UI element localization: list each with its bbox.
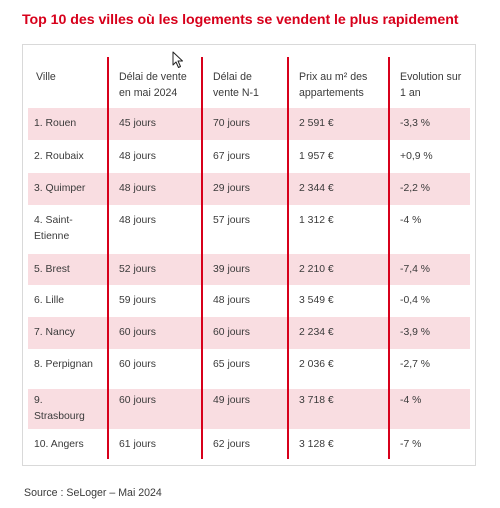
cell-delay-prev: 62 jours bbox=[213, 439, 250, 450]
data-table: Ville Délai de vente en mai 2024 Délai d… bbox=[22, 44, 476, 466]
cell-evolution: -2,2 % bbox=[400, 183, 431, 194]
header-delay-prev: Délai de vente N-1 bbox=[213, 71, 259, 99]
cell-city: 4. Saint- bbox=[34, 215, 73, 226]
cell-city: 7. Nancy bbox=[34, 327, 76, 338]
cell-city: 6. Lille bbox=[34, 295, 65, 306]
cell-city: Etienne bbox=[34, 231, 70, 242]
column-divider bbox=[287, 57, 289, 459]
cell-city: 5. Brest bbox=[34, 264, 70, 275]
cell-price: 1 312 € bbox=[299, 215, 334, 226]
table-row: 3. Quimper 48 jours 29 jours 2 344 € -2,2 % bbox=[28, 173, 470, 205]
cell-delay-may: 48 jours bbox=[119, 215, 156, 226]
table-row: 8. Perpignan 60 jours 65 jours 2 036 € -2,7 … bbox=[28, 349, 470, 381]
cell-price: 2 344 € bbox=[299, 183, 334, 194]
header-price: Prix au m² des appartements bbox=[299, 71, 368, 99]
cell-delay-may: 59 jours bbox=[119, 295, 156, 306]
column-divider bbox=[107, 57, 109, 459]
cell-delay-may: 45 jours bbox=[119, 118, 156, 129]
cell-delay-may: 60 jours bbox=[119, 395, 156, 406]
cell-evolution: -4 % bbox=[400, 395, 422, 406]
cell-evolution: -7 % bbox=[400, 439, 422, 450]
cell-city: 3. Quimper bbox=[34, 183, 86, 194]
cell-delay-may: 48 jours bbox=[119, 151, 156, 162]
cell-delay-prev: 65 jours bbox=[213, 359, 250, 370]
cell-delay-prev: 29 jours bbox=[213, 183, 250, 194]
cell-delay-prev: 39 jours bbox=[213, 264, 250, 275]
cell-delay-prev: 70 jours bbox=[213, 118, 250, 129]
cell-price: 3 718 € bbox=[299, 395, 334, 406]
cell-price: 1 957 € bbox=[299, 151, 334, 162]
column-divider bbox=[388, 57, 390, 459]
cell-evolution: -4 % bbox=[400, 215, 422, 226]
cell-price: 3 128 € bbox=[299, 439, 334, 450]
table-row: 7. Nancy 60 jours 60 jours 2 234 € -3,9 % bbox=[28, 317, 470, 349]
cell-evolution: -2,7 % bbox=[400, 359, 431, 370]
table-row: 6. Lille 59 jours 48 jours 3 549 € -0,4 % bbox=[28, 285, 470, 317]
cell-price: 2 036 € bbox=[299, 359, 334, 370]
page-title: Top 10 des villes où les logements se ve… bbox=[22, 12, 459, 28]
cell-delay-may: 48 jours bbox=[119, 183, 156, 194]
cell-price: 2 210 € bbox=[299, 264, 334, 275]
cell-city: 1. Rouen bbox=[34, 118, 77, 129]
table-row: 2. Roubaix 48 jours 67 jours 1 957 € +0,9 % bbox=[28, 141, 470, 173]
table-header: Ville Délai de vente en mai 2024 Délai d… bbox=[23, 45, 475, 105]
cell-city: 2. Roubaix bbox=[34, 151, 84, 162]
table-row: 4. Saint- Etienne 48 jours 57 jours 1 312 € -… bbox=[28, 205, 470, 253]
cell-evolution: -7,4 % bbox=[400, 264, 431, 275]
header-evolution: Evolution sur 1 an bbox=[400, 71, 462, 99]
cell-delay-prev: 67 jours bbox=[213, 151, 250, 162]
cell-delay-may: 52 jours bbox=[119, 264, 156, 275]
cell-delay-may: 60 jours bbox=[119, 327, 156, 338]
cell-evolution: -3,3 % bbox=[400, 118, 431, 129]
cell-delay-prev: 57 jours bbox=[213, 215, 250, 226]
source-note: Source : SeLoger – Mai 2024 bbox=[24, 487, 162, 499]
column-divider bbox=[201, 57, 203, 459]
cell-delay-may: 61 jours bbox=[119, 439, 156, 450]
cell-delay-prev: 48 jours bbox=[213, 295, 250, 306]
table-row: 5. Brest 52 jours 39 jours 2 210 € -7,4 % bbox=[28, 254, 470, 285]
cell-city: 8. Perpignan bbox=[34, 359, 93, 370]
cell-evolution: -0,4 % bbox=[400, 295, 431, 306]
cell-price: 2 234 € bbox=[299, 327, 334, 338]
table-row: 10. Angers 61 jours 62 jours 3 128 € -7 % bbox=[28, 429, 470, 460]
cell-city: 9. bbox=[34, 395, 43, 406]
cell-price: 2 591 € bbox=[299, 118, 334, 129]
cell-city: Strasbourg bbox=[34, 411, 85, 422]
table-row: 1. Rouen 45 jours 70 jours 2 591 € -3,3 % bbox=[28, 108, 470, 140]
header-city: Ville bbox=[36, 71, 56, 83]
cell-delay-prev: 49 jours bbox=[213, 395, 250, 406]
cell-evolution: +0,9 % bbox=[400, 151, 433, 162]
table-row: 9. Strasbourg 60 jours 49 jours 3 718 € -4 % bbox=[28, 389, 470, 429]
cell-evolution: -3,9 % bbox=[400, 327, 431, 338]
cell-city: 10. Angers bbox=[34, 439, 84, 450]
cell-delay-prev: 60 jours bbox=[213, 327, 250, 338]
mouse-cursor-icon bbox=[172, 51, 183, 68]
header-delay-may: Délai de vente en mai 2024 bbox=[119, 71, 187, 99]
cell-price: 3 549 € bbox=[299, 295, 334, 306]
cell-delay-may: 60 jours bbox=[119, 359, 156, 370]
